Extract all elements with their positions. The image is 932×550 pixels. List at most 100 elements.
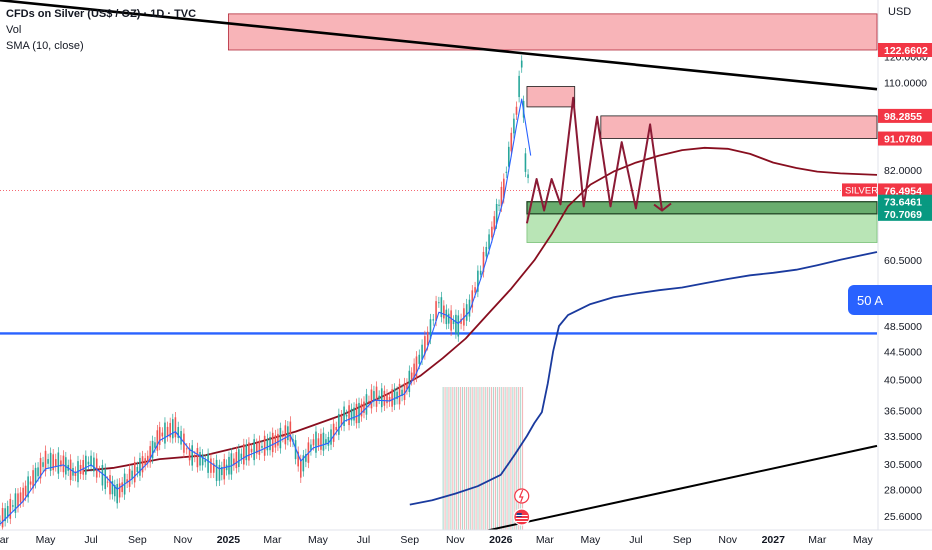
candle-body [161,432,164,437]
candle-body [302,455,305,472]
candle-body [210,458,212,473]
zone-resistance-2 [600,115,878,139]
candle-body [418,354,421,364]
sma10-line [0,98,532,525]
y-tick-label: 60.5000 [884,255,922,267]
candle-body [432,319,435,321]
candle-body [343,406,345,426]
volume-bar [444,387,446,530]
candle-body [128,468,131,487]
candle-body [52,454,55,471]
candle-body [396,391,398,400]
candle-body [421,344,423,360]
candle-body [27,476,29,498]
candle-body [109,475,111,495]
candle-body [403,383,406,400]
candle-body [133,461,136,483]
candle-body [363,401,365,413]
candle-body [383,390,386,406]
price-tag[interactable] [878,206,932,221]
candle-body [513,118,515,134]
candle-body [166,426,169,437]
candle-body [245,444,248,461]
candle-body [327,436,330,446]
candle-body [258,440,261,455]
x-tick-label: May [36,534,57,546]
candle-body [277,433,279,446]
candle-body [266,439,269,451]
candle-body [398,383,401,405]
candle-body [325,439,327,444]
candle-body [315,431,317,453]
moving-average-blue [409,251,878,506]
candle-body [353,407,355,421]
floating-level-tag[interactable]: 50 A [848,285,932,315]
candle-body [269,436,271,451]
candle-body [85,455,87,475]
time-axis[interactable]: Mar May Jul Sep Nov 2025 Mar May Jul Sep Nov 2026 Ma… [0,529,932,550]
y-tick-label: 48.5000 [884,321,922,333]
candle-body [368,400,370,403]
candle-body [29,481,32,485]
candle-body [250,448,253,453]
candle-body [154,442,156,448]
volume-bar [504,387,506,530]
candle-body [42,462,44,467]
candle-body [144,458,146,466]
x-tick-label: May [308,534,329,546]
candle-body [44,450,47,472]
price-tag[interactable] [878,131,932,146]
candle-body [330,429,332,445]
candle-body [49,452,52,471]
candle-body [305,454,307,462]
lightning-event-icon[interactable] [514,488,530,504]
x-tick-label: Jul [357,534,370,546]
volume-bar [473,387,475,530]
candle-body [317,438,320,446]
candle-body [141,456,144,473]
price-tag-label: 91.0780 [884,134,922,146]
candle-body [12,505,14,507]
candle-body [9,498,12,519]
x-tick-label: 2025 [217,534,241,546]
price-tag[interactable] [878,194,932,209]
candle-body [199,452,201,466]
indicator-volume[interactable]: Vol [6,24,22,36]
price-tag[interactable] [878,108,932,123]
y-tick-label: 25.6000 [884,511,922,523]
candle-body [218,464,221,481]
candle-body [500,186,503,207]
volume-bar [461,387,464,530]
x-tick-label: Jul [84,534,97,546]
candle-body [438,302,440,304]
candle-body [378,395,380,399]
candle-body [386,394,388,404]
candle-body [440,297,443,318]
x-tick-label: 2027 [762,534,786,546]
candle-body [228,456,230,475]
candle-body [375,386,378,407]
price-tag[interactable] [878,43,932,57]
indicator-sma[interactable]: SMA (10, close) [6,40,84,52]
candle-body [104,468,107,489]
volume-bar [510,387,512,530]
volume-bar [479,387,481,530]
candle-body [320,433,322,450]
candle-body [87,461,90,465]
candle-body [212,463,215,473]
symbol-title[interactable]: CFDs on Silver (US$ / OZ) · 1D · TVC [6,8,197,20]
candle-body [215,459,218,481]
candle-body [185,448,188,450]
volume-bar [463,387,465,530]
candle-body [4,508,6,522]
candle-body [348,405,350,426]
price-axis-bg [878,0,932,550]
volume-bar [492,387,495,530]
candle-body [263,435,266,456]
lightning-icon [518,489,524,503]
x-tick-label: 2026 [489,534,513,546]
symbol-tag[interactable] [842,183,877,197]
currency-selector[interactable]: USD [888,6,912,18]
